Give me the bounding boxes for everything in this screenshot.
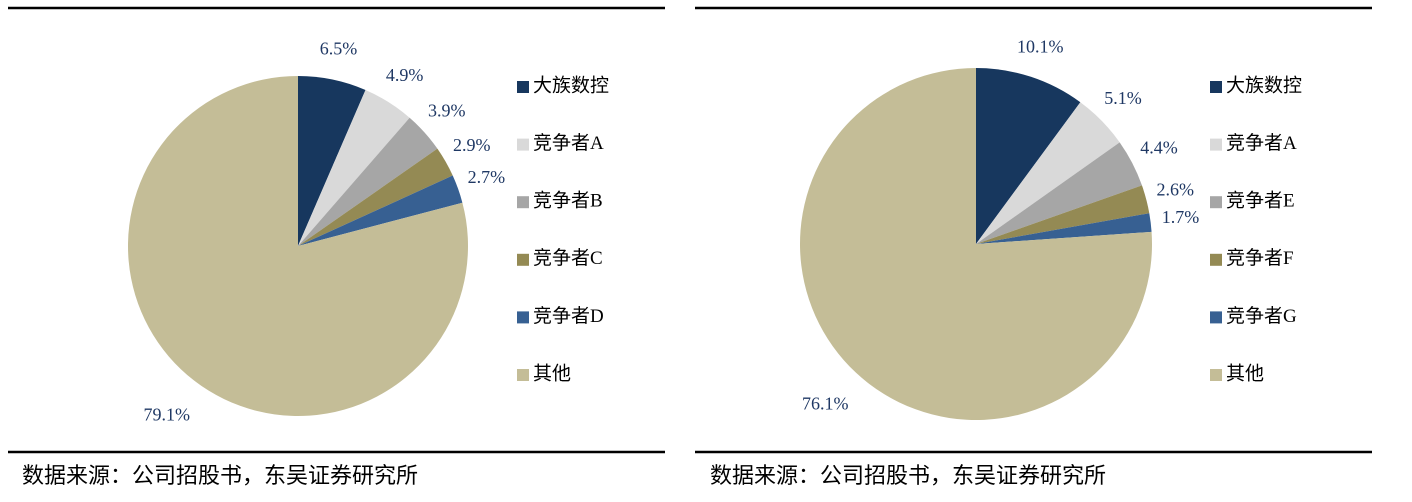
data-label: 3.9% <box>428 100 466 120</box>
legend-swatch <box>1210 81 1222 93</box>
legend-swatch <box>517 196 529 209</box>
legend-label: 大族数控 <box>1226 74 1302 96</box>
data-label: 2.6% <box>1156 180 1194 200</box>
legend-label: 竞争者E <box>1226 190 1295 212</box>
legend-label: 竞争者F <box>1226 247 1294 269</box>
legend-swatch <box>1210 196 1222 209</box>
legend-label: 大族数控 <box>533 74 609 96</box>
pie-slice <box>298 89 410 246</box>
pie-slice <box>976 68 1081 244</box>
pie-slice <box>976 185 1150 244</box>
legend-label: 竞争者G <box>1226 305 1297 327</box>
source-note: 数据来源：公司招股书，东吴证券研究所 <box>22 463 418 488</box>
legend-swatch <box>1210 253 1222 266</box>
data-label: 4.9% <box>386 65 424 85</box>
pie-slice <box>128 76 468 416</box>
pie-slice <box>298 148 453 246</box>
legend-label: 其他 <box>533 362 571 384</box>
legend-label: 竞争者A <box>1226 132 1297 154</box>
legend-swatch <box>1210 369 1222 381</box>
pie-slice <box>976 142 1142 244</box>
pie-slice <box>298 175 463 246</box>
pie-slice <box>298 76 366 246</box>
data-label: 5.1% <box>1104 88 1142 108</box>
legend-swatch <box>517 138 529 151</box>
legend-swatch <box>517 253 529 266</box>
legend-label: 竞争者A <box>533 132 604 154</box>
legend-label: 竞争者D <box>533 305 604 327</box>
data-label: 2.9% <box>453 135 491 155</box>
legend-swatch <box>517 81 529 93</box>
legend-swatch <box>517 311 529 324</box>
data-label: 79.1% <box>144 404 191 424</box>
data-label: 4.4% <box>1140 137 1178 157</box>
pie-slice <box>976 102 1120 245</box>
data-label: 2.7% <box>468 167 506 187</box>
source-note: 数据来源：公司招股书，东吴证券研究所 <box>710 463 1106 488</box>
pie-slice <box>976 213 1152 244</box>
legend-swatch <box>517 369 529 381</box>
data-label: 10.1% <box>1017 36 1064 56</box>
data-label: 76.1% <box>802 394 849 414</box>
data-label: 1.7% <box>1162 207 1200 227</box>
legend-label: 其他 <box>1226 362 1264 384</box>
legend-label: 竞争者C <box>533 247 603 269</box>
data-label: 6.5% <box>320 38 358 58</box>
legend-label: 竞争者B <box>533 190 603 212</box>
legend-swatch <box>1210 311 1222 324</box>
pie-slice <box>298 117 438 246</box>
pie-slice <box>800 68 1152 420</box>
legend-swatch <box>1210 138 1222 151</box>
